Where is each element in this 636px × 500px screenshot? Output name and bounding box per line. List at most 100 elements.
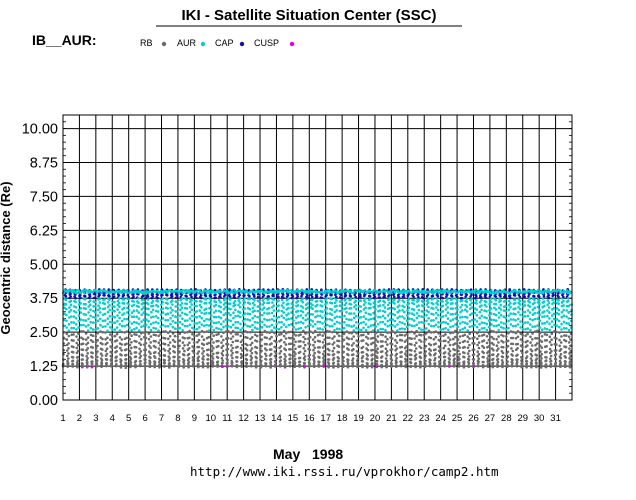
data-point — [154, 356, 157, 359]
data-point — [483, 346, 486, 349]
data-point — [91, 352, 94, 355]
data-point — [87, 311, 90, 314]
data-point — [486, 323, 489, 326]
data-point — [415, 330, 418, 333]
data-point — [120, 354, 123, 357]
data-point — [285, 332, 288, 335]
data-point — [352, 348, 355, 351]
data-point — [256, 346, 259, 349]
data-point — [215, 322, 218, 325]
data-point — [495, 314, 498, 317]
data-point — [89, 299, 92, 302]
data-point — [101, 354, 104, 357]
data-point — [425, 327, 428, 330]
data-point — [393, 296, 396, 299]
data-point — [67, 342, 70, 345]
data-point — [543, 310, 546, 313]
data-point — [123, 318, 126, 321]
data-point — [314, 347, 317, 350]
data-point — [197, 359, 200, 362]
data-point — [282, 293, 285, 296]
data-point — [263, 312, 266, 315]
data-point — [85, 319, 88, 322]
data-point — [345, 324, 348, 327]
data-point — [323, 355, 326, 358]
data-point — [352, 335, 355, 338]
data-point — [198, 339, 201, 342]
data-point — [188, 342, 191, 345]
data-point — [201, 335, 204, 338]
data-point — [70, 321, 73, 324]
data-point — [197, 366, 200, 369]
data-point — [517, 318, 520, 321]
data-point — [451, 313, 454, 316]
data-point — [287, 298, 290, 301]
data-point — [425, 350, 428, 353]
data-point — [558, 339, 561, 342]
data-point — [454, 330, 457, 333]
data-point — [332, 365, 335, 368]
data-point — [273, 309, 276, 312]
x-tick-label: 12 — [238, 413, 249, 424]
data-point — [210, 320, 213, 323]
data-point — [236, 351, 239, 354]
data-point — [289, 354, 292, 357]
data-point — [558, 345, 561, 348]
data-point — [449, 344, 452, 347]
data-point — [212, 357, 215, 360]
data-point — [490, 289, 492, 291]
data-point — [111, 352, 114, 355]
data-point — [126, 307, 129, 310]
data-point — [281, 299, 284, 302]
data-point — [321, 297, 324, 300]
data-point — [507, 314, 510, 317]
data-point — [145, 331, 148, 334]
data-point — [350, 298, 353, 301]
data-point — [230, 349, 233, 352]
data-point — [166, 298, 169, 301]
data-point — [302, 341, 305, 344]
data-point — [164, 359, 167, 362]
data-point — [203, 331, 206, 334]
data-point — [128, 320, 131, 323]
data-point — [475, 289, 477, 291]
data-point — [160, 313, 163, 316]
data-point — [550, 350, 553, 353]
data-point — [270, 329, 273, 332]
data-point — [130, 364, 133, 367]
data-point — [458, 358, 461, 361]
data-point — [318, 364, 321, 367]
data-point — [375, 344, 378, 347]
data-point — [550, 344, 553, 347]
footer-url[interactable]: http://www.iki.rssi.ru/vprokhor/camp2.ht… — [190, 464, 499, 479]
data-point — [120, 343, 123, 346]
data-point — [307, 325, 310, 328]
data-point — [210, 295, 213, 298]
data-point — [433, 338, 436, 341]
data-point — [135, 360, 138, 363]
data-point — [545, 345, 548, 348]
data-point — [555, 349, 558, 352]
data-point — [364, 301, 367, 304]
data-point — [401, 346, 404, 349]
data-point — [77, 332, 80, 335]
data-point — [568, 329, 571, 332]
data-point — [154, 346, 157, 349]
data-point — [274, 355, 277, 358]
data-point — [449, 326, 452, 329]
data-point — [473, 348, 476, 351]
data-point — [297, 321, 300, 324]
data-point — [126, 318, 129, 321]
data-point — [524, 311, 527, 314]
data-point — [154, 334, 157, 337]
data-point — [183, 362, 186, 365]
data-point — [149, 361, 152, 364]
data-point — [173, 360, 176, 363]
data-point — [557, 299, 560, 302]
data-point — [114, 335, 117, 338]
data-point — [504, 305, 507, 308]
data-point — [391, 330, 394, 333]
data-point — [184, 331, 187, 334]
data-point — [432, 307, 435, 310]
data-point — [548, 311, 551, 314]
